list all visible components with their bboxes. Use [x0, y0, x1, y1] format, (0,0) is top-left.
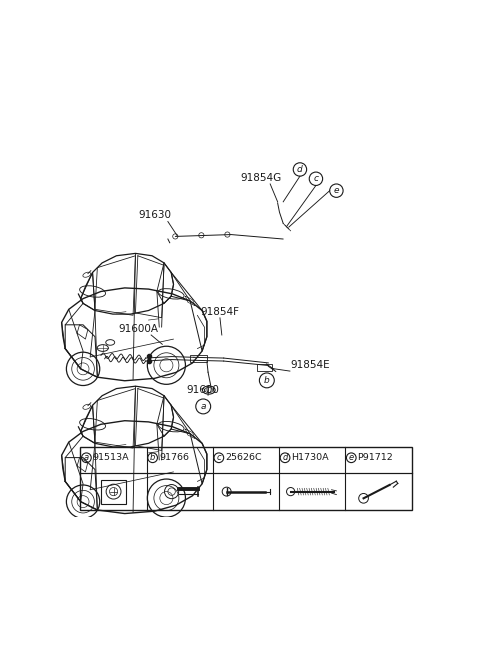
Text: 25626C: 25626C [225, 453, 262, 462]
Text: d: d [297, 165, 303, 174]
Text: 91600A: 91600A [118, 324, 158, 335]
Text: b: b [150, 453, 156, 462]
Text: 91854G: 91854G [240, 173, 281, 183]
Text: e: e [334, 186, 339, 195]
Text: 91854E: 91854E [290, 360, 330, 371]
Text: c: c [216, 453, 221, 462]
Text: 91513A: 91513A [93, 453, 130, 462]
Text: 91766: 91766 [159, 453, 189, 462]
Text: 91630: 91630 [138, 211, 171, 220]
Text: P91712: P91712 [358, 453, 393, 462]
Text: e: e [348, 453, 354, 462]
Text: H1730A: H1730A [291, 453, 329, 462]
Text: c: c [313, 174, 318, 183]
Text: b: b [264, 376, 270, 385]
Text: 91600: 91600 [187, 384, 220, 394]
Text: 91854F: 91854F [201, 307, 240, 317]
Text: d: d [282, 453, 288, 462]
Text: a: a [84, 453, 89, 462]
Text: a: a [201, 402, 206, 411]
